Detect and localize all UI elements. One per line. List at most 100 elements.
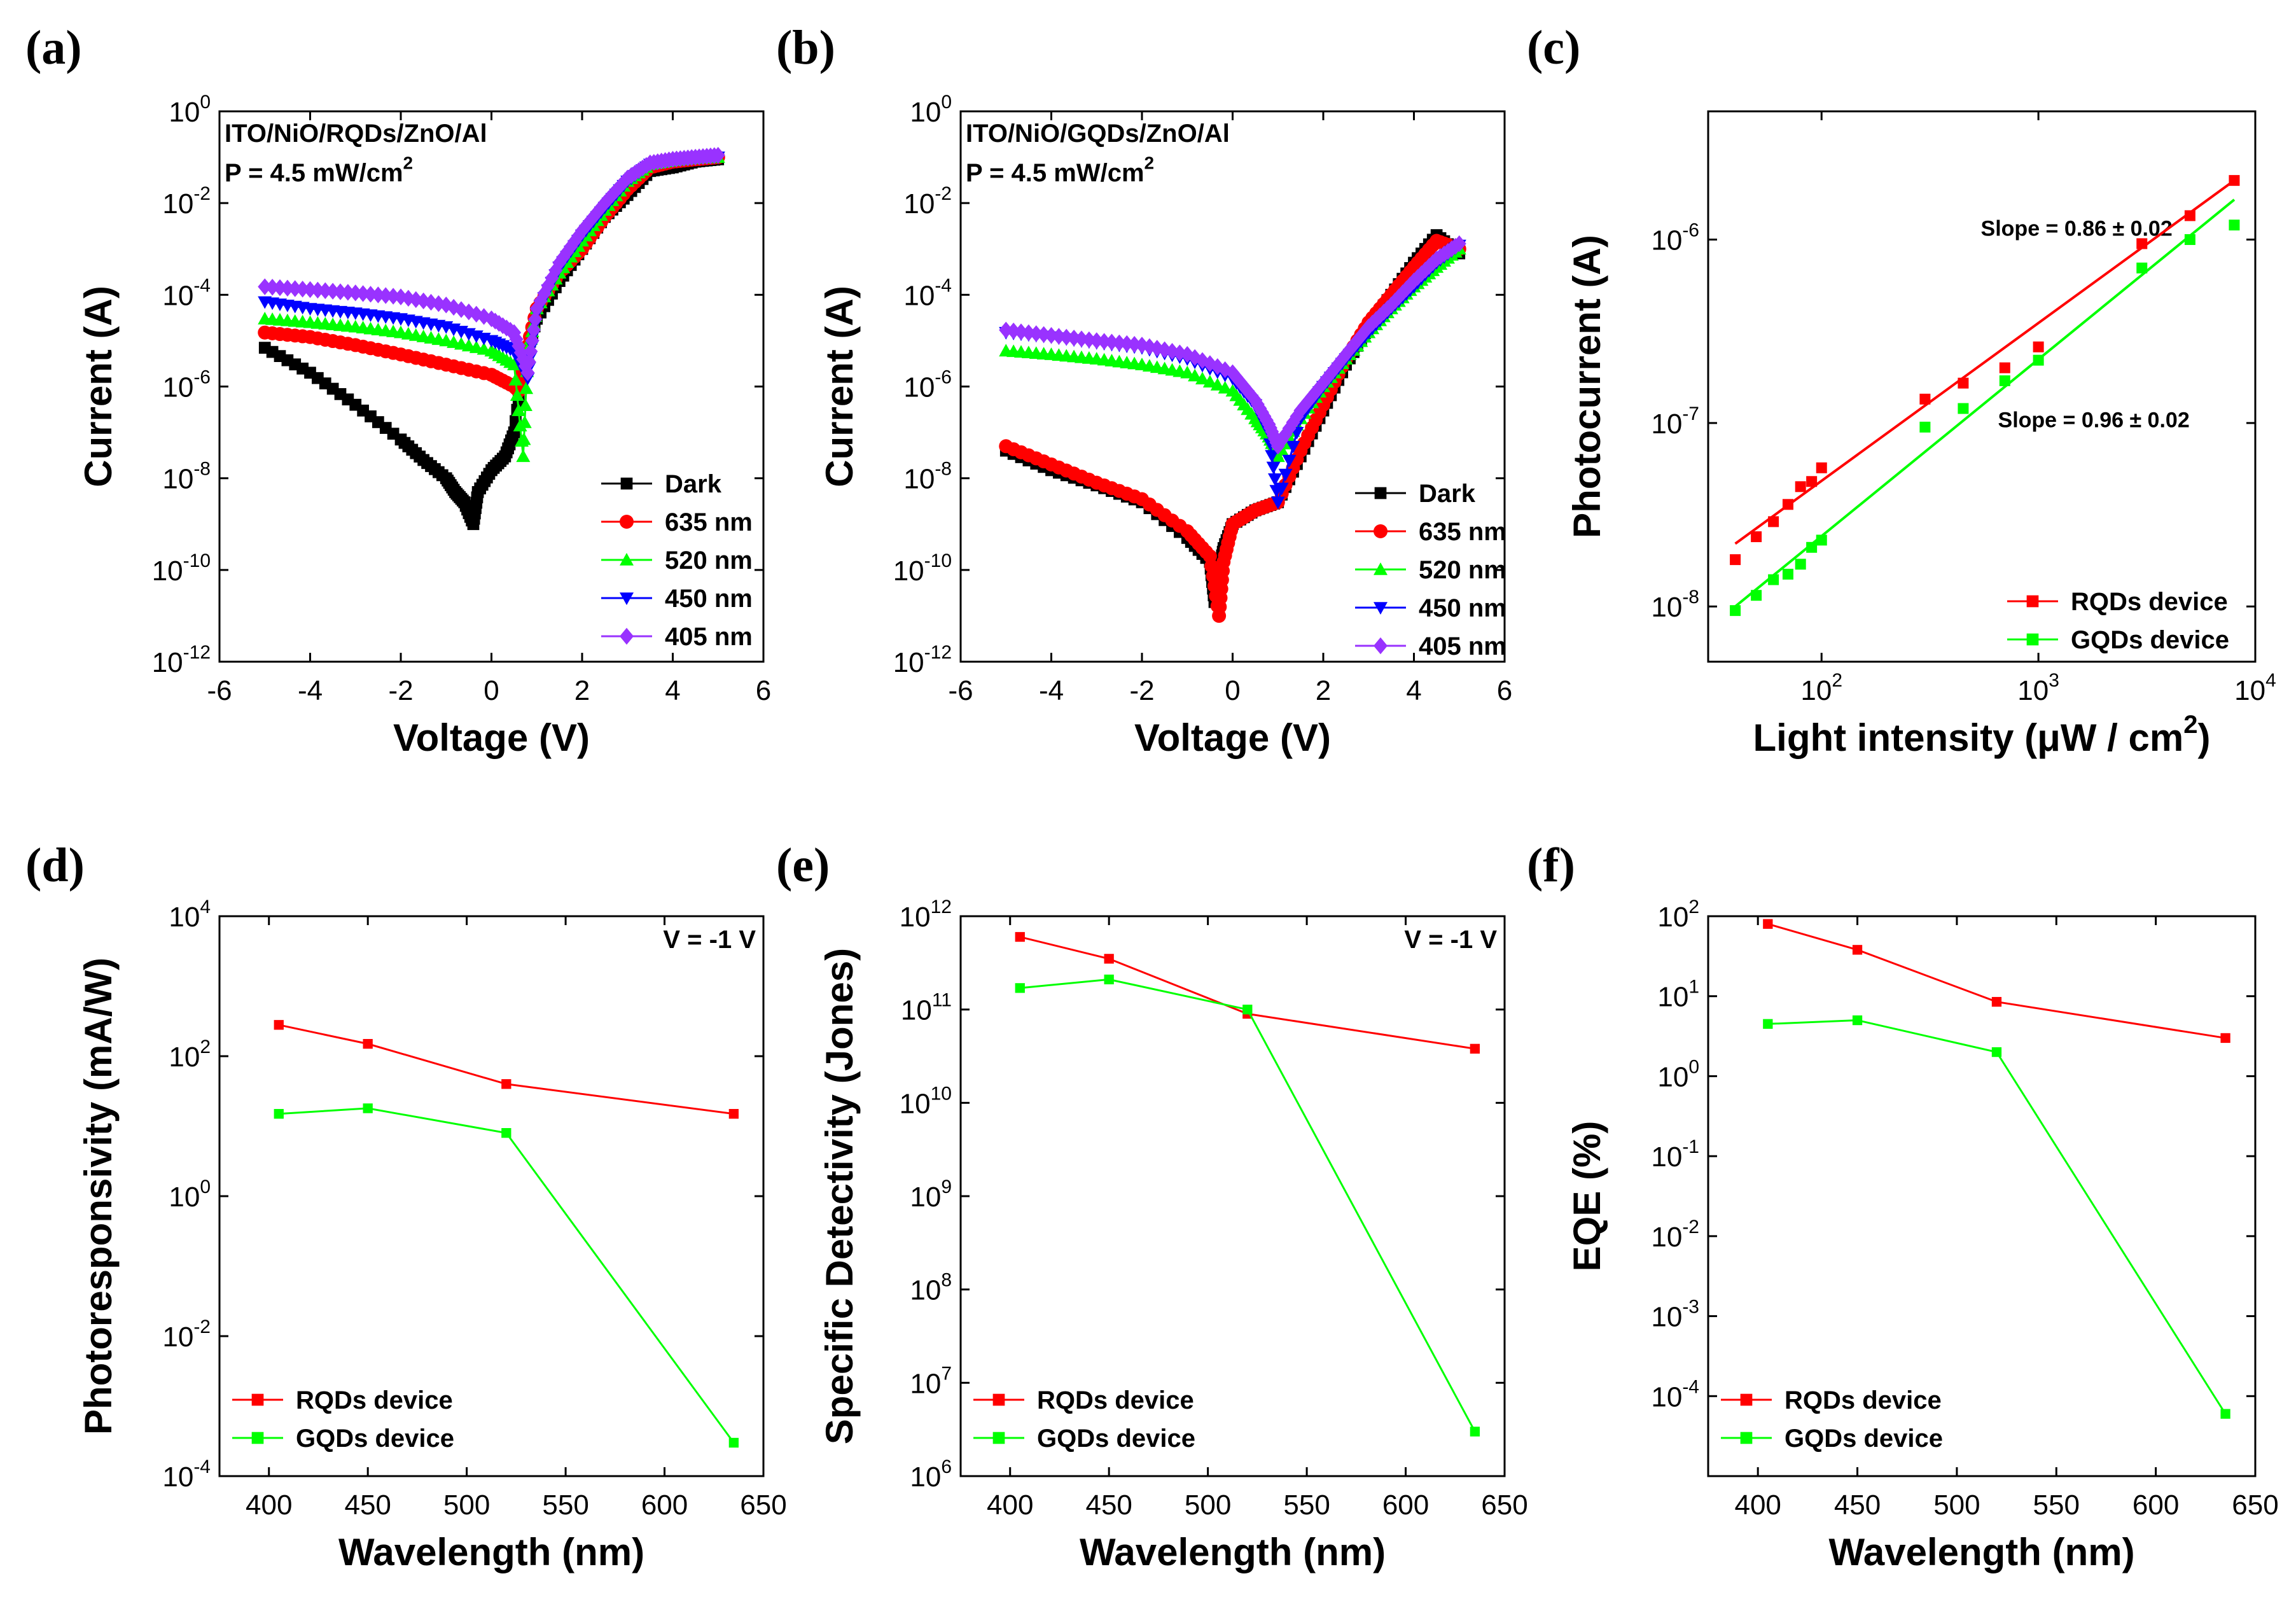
y-tick-label: 102	[1657, 896, 1699, 933]
y-tick-label: 10-1	[1651, 1136, 1699, 1173]
data-point	[1180, 365, 1195, 379]
series-line-1	[1020, 978, 1476, 1432]
x-tick-label: 450	[1085, 1489, 1132, 1521]
panel-b: (b) -6 -4 -2 0 2 4 6 10-12 10-10 10-8 10-6 10-4 10-2 1…	[776, 21, 1512, 759]
data-point	[1014, 323, 1028, 340]
y-tick-label: 107	[910, 1363, 952, 1399]
data-point	[1958, 403, 1969, 414]
x-tick-label: 6	[756, 675, 771, 706]
data-point	[2229, 220, 2240, 231]
legend-label: 520 nm	[665, 547, 753, 575]
series-line-0	[1019, 936, 1475, 1050]
data-point	[1021, 324, 1036, 342]
series-line-1	[279, 1107, 735, 1444]
legend-marker	[620, 627, 634, 645]
data-point	[1358, 323, 1372, 340]
data-point	[999, 321, 1013, 339]
data-point	[1290, 408, 1304, 425]
data-point	[371, 286, 386, 303]
x-tick-label: 500	[1933, 1489, 1980, 1521]
data-point	[265, 279, 280, 296]
legend-label: RQDs device	[1785, 1386, 1942, 1414]
y-tick-label: 10-4	[1651, 1376, 1699, 1412]
data-point	[2136, 238, 2148, 249]
data-point	[1999, 362, 2010, 373]
y-tick-label: 102	[169, 1036, 211, 1073]
data-point	[1730, 605, 1741, 617]
legend-label: GQDs device	[1785, 1425, 1943, 1453]
data-point	[1806, 541, 1818, 553]
data-point	[1266, 461, 1281, 475]
data-point	[1991, 996, 2002, 1007]
y-axis-label: Current (A)	[77, 286, 120, 487]
x-tick-label: 400	[987, 1489, 1033, 1521]
legend-marker	[2026, 633, 2039, 646]
data-point	[1768, 516, 1779, 527]
legend: Dark 635 nm 520 nm 450 nm 405 nm	[601, 470, 753, 651]
y-axis-label: Specific Detectivity (Jones)	[818, 948, 861, 1444]
data-point	[1104, 974, 1114, 985]
y-tick-label: 109	[910, 1176, 952, 1213]
panel-label-d: (d)	[25, 839, 85, 892]
data-point	[2033, 354, 2044, 366]
data-point	[1202, 375, 1217, 387]
legend-marker	[1374, 487, 1387, 499]
data-point	[1127, 336, 1142, 353]
bias-label: V = -1 V	[1404, 926, 1497, 954]
data-point	[1852, 945, 1863, 955]
legend-label: 405 nm	[665, 623, 753, 651]
y-tick-label: 100	[169, 92, 211, 128]
data-point	[274, 1020, 284, 1030]
data-point	[379, 287, 393, 304]
legend-marker	[1374, 562, 1388, 575]
data-point	[527, 321, 541, 338]
data-point	[318, 282, 333, 300]
data-point	[258, 278, 272, 295]
panel-c: (c) 102 103 104 10-8 10-7 10-6 Light intensity …	[1527, 21, 2276, 759]
bias-label: V = -1 V	[663, 926, 756, 954]
x-tick-label: 400	[246, 1489, 292, 1521]
plot-frame	[218, 110, 765, 663]
data-point	[1795, 481, 1806, 492]
x-tick-label: -4	[1039, 675, 1064, 706]
data-point	[1180, 345, 1195, 363]
data-point	[1470, 1426, 1480, 1437]
legend-marker	[251, 1432, 264, 1444]
data-point	[1270, 496, 1285, 510]
data-point	[2184, 210, 2195, 221]
data-point	[1730, 554, 1741, 566]
legend-marker	[1374, 637, 1388, 655]
data-point	[310, 281, 325, 299]
legend-label: GQDs device	[296, 1425, 454, 1453]
legend-label: 635 nm	[665, 508, 753, 536]
x-tick-label: 600	[1382, 1489, 1429, 1521]
x-tick-label: -2	[388, 675, 413, 706]
data-point	[1202, 355, 1217, 372]
x-tick-label: 103	[2017, 670, 2059, 706]
data-point	[295, 281, 310, 298]
slope-rqds-label: Slope = 0.86 ± 0.02	[1981, 216, 2173, 241]
data-point	[1172, 344, 1187, 361]
data-point	[1104, 954, 1114, 964]
legend-marker	[1740, 1432, 1753, 1444]
data-point	[1242, 1005, 1253, 1015]
data-point	[1150, 340, 1164, 357]
data-point	[1015, 983, 1025, 993]
legend-marker	[620, 477, 633, 490]
x-tick-label: -2	[1129, 675, 1154, 706]
panel-e: (e) 400 450 500 550 600 650 106 107 108 109 1010 101…	[776, 839, 1528, 1573]
data-point	[1335, 351, 1349, 368]
data-point	[1751, 531, 1762, 543]
panel-label-b: (b)	[776, 21, 835, 74]
data-point	[511, 403, 526, 416]
x-tick-label: 6	[1497, 675, 1512, 706]
data-point	[288, 280, 302, 297]
legend: RQDs device GQDs device	[973, 1386, 1195, 1453]
data-point	[1852, 1015, 1863, 1026]
y-tick-label: 108	[910, 1270, 952, 1306]
y-tick-label: 1010	[900, 1083, 952, 1119]
x-tick-label: 102	[1800, 670, 1842, 706]
data-point	[273, 279, 287, 296]
x-tick-label: 550	[2033, 1489, 2080, 1521]
data-area	[258, 146, 725, 531]
